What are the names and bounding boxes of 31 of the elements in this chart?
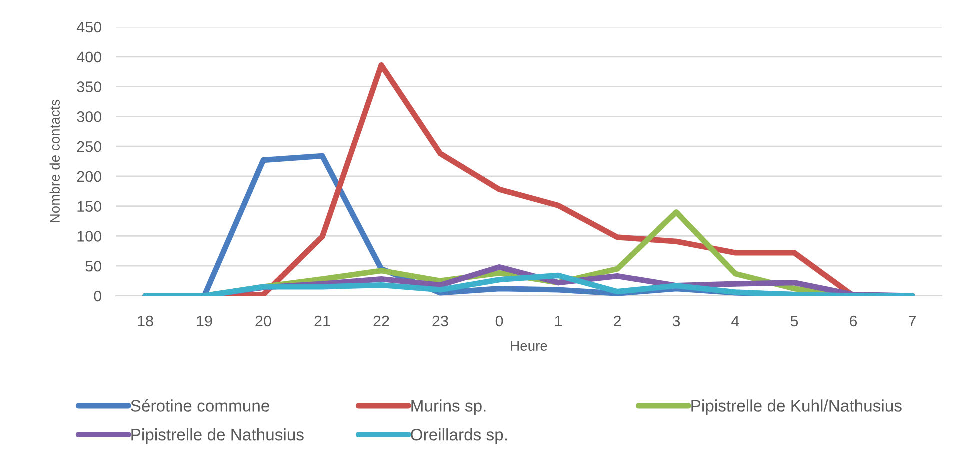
x-tick-label: 21 [314, 316, 330, 327]
x-tick-label: 23 [432, 316, 448, 327]
x-tick-label: 22 [374, 316, 390, 327]
y-tick-label: 100 [78, 231, 102, 242]
y-tick-label: 0 [94, 290, 102, 302]
y-tick-label: 50 [86, 260, 102, 272]
x-tick-label: 18 [138, 316, 154, 327]
y-tick-label: 350 [77, 82, 102, 92]
x-tick-label: 3 [672, 316, 680, 327]
y-tick-label: 150 [78, 201, 102, 212]
x-tick-label: 19 [197, 316, 212, 327]
x-tick-label: 20 [256, 316, 272, 327]
y-tick-label: 200 [77, 171, 102, 182]
y-tick-label: 450 [76, 22, 102, 33]
x-tick-label: 0 [496, 316, 504, 327]
legend-label: Murins sp. [412, 400, 486, 416]
x-tick-label: 5 [790, 316, 798, 327]
y-axis-title: Nombre de contacts [50, 100, 60, 222]
x-tick-label: 6 [850, 316, 858, 327]
x-tick-label: 7 [909, 316, 916, 327]
legend-label: Pipistrelle de Kuhl/Nathusius [692, 400, 902, 416]
y-tick-label: 300 [77, 112, 102, 122]
x-tick-label: 2 [614, 316, 621, 327]
legend-label: Sérotine commune [131, 399, 270, 412]
x-tick-label: 4 [732, 316, 740, 327]
y-tick-label: 250 [77, 141, 102, 152]
legend-label: Pipistrelle de Nathusius [132, 428, 304, 444]
x-tick-label: 1 [555, 316, 562, 327]
y-tick-label: 400 [76, 52, 102, 63]
x-axis-title: Heure [511, 341, 548, 351]
legend-label: Oreillards sp. [411, 428, 507, 444]
